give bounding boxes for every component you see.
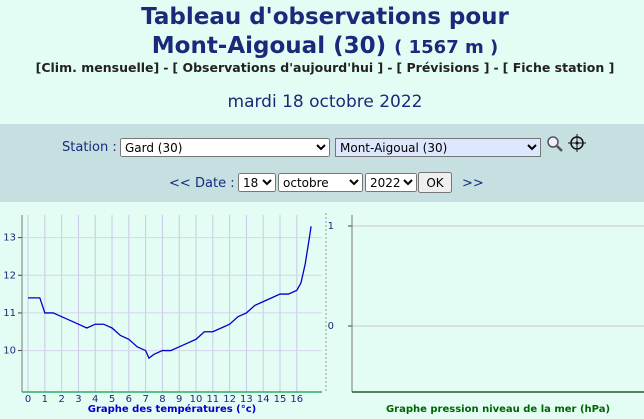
x-tick-label: 0 xyxy=(25,394,31,405)
search-icon[interactable] xyxy=(547,136,563,152)
x-tick-label: 11 xyxy=(206,394,219,405)
form-panel: Station : Gard (30) Mont-Aigoual (30) <<… xyxy=(0,124,644,202)
department-select[interactable]: Gard (30) xyxy=(120,138,330,157)
date-label: Date : xyxy=(195,176,235,191)
year-select[interactable]: 2022 xyxy=(365,173,417,192)
station-label: Station : xyxy=(62,140,117,155)
link[interactable]: [Clim. mensuelle] xyxy=(35,60,160,75)
altitude: ( 1567 m ) xyxy=(394,37,499,58)
x-tick-label: 3 xyxy=(75,394,81,405)
date: mardi 18 octobre 2022 xyxy=(227,92,423,112)
month-select[interactable]: octobre xyxy=(278,173,363,192)
separator: - xyxy=(387,60,393,75)
y-tick-label: 10 xyxy=(3,346,16,357)
chart-title: Graphe pression niveau de la mer (hPa) xyxy=(386,404,610,415)
x-tick-label: 14 xyxy=(257,394,270,405)
y-tick-label: 11 xyxy=(3,308,16,319)
x-tick-label: 6 xyxy=(126,394,132,405)
x-tick-label: 1 xyxy=(42,394,48,405)
link[interactable]: [ Observations d'aujourd'hui ] xyxy=(172,60,384,75)
x-tick-label: 5 xyxy=(109,394,115,405)
ok-button[interactable]: OK xyxy=(418,172,452,193)
link[interactable]: [ Fiche station ] xyxy=(502,60,615,75)
station-name: Mont-Aigoual (30) xyxy=(151,33,387,59)
x-tick-label: 12 xyxy=(223,394,236,405)
separator: - xyxy=(493,60,499,75)
y-tick-label: 12 xyxy=(3,270,16,281)
x-tick-label: 9 xyxy=(176,394,182,405)
y-tick-label: 1 xyxy=(328,221,334,232)
x-tick-label: 16 xyxy=(290,394,303,405)
station-select[interactable]: Mont-Aigoual (30) xyxy=(335,138,541,157)
separator: - xyxy=(163,60,169,75)
title: Tableau d'observations pour xyxy=(141,4,509,30)
prev-link[interactable]: << xyxy=(169,176,191,191)
icons xyxy=(547,134,586,152)
y-tick-label: 13 xyxy=(3,233,16,244)
next-link[interactable]: >> xyxy=(462,176,484,191)
nav-links: [Clim. mensuelle] -[ Observations d'aujou… xyxy=(0,60,644,75)
x-tick-label: 8 xyxy=(159,394,165,405)
y-tick-label: 0 xyxy=(328,321,334,332)
x-tick-label: 7 xyxy=(142,394,148,405)
chart-title: Graphe des températures (°c) xyxy=(88,403,257,415)
locate-icon[interactable] xyxy=(568,134,586,152)
data-line xyxy=(28,226,312,360)
day-select[interactable]: 18 xyxy=(238,173,276,192)
link[interactable]: [ Prévisions ] xyxy=(396,60,490,75)
x-tick-label: 13 xyxy=(240,394,253,405)
title-line: Mont-Aigoual (30) ( 1567 m ) xyxy=(0,33,644,59)
x-tick-label: 2 xyxy=(58,394,64,405)
x-tick-label: 15 xyxy=(274,394,287,405)
x-tick-label: 10 xyxy=(190,394,203,405)
x-tick-label: 4 xyxy=(92,394,98,405)
